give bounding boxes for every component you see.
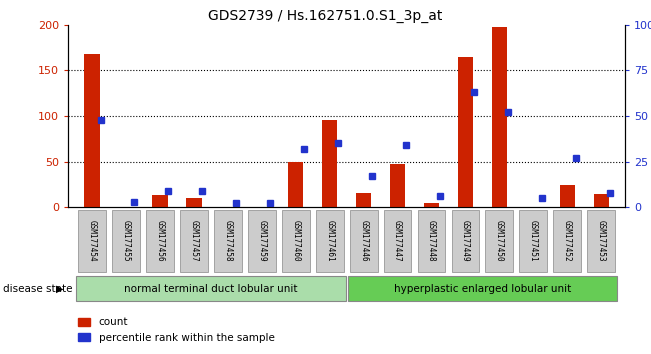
Text: ▶: ▶ (56, 284, 64, 293)
Bar (424, 202, 439, 207)
Text: GSM177460: GSM177460 (291, 220, 300, 262)
Bar (85, 54, 100, 207)
Text: GSM177448: GSM177448 (427, 220, 436, 262)
Text: GSM177449: GSM177449 (461, 220, 470, 262)
FancyBboxPatch shape (112, 210, 140, 272)
FancyBboxPatch shape (452, 210, 479, 272)
FancyBboxPatch shape (348, 276, 618, 301)
FancyBboxPatch shape (350, 210, 378, 272)
Bar (288, 161, 303, 207)
Bar (594, 194, 609, 207)
Text: GSM177450: GSM177450 (495, 220, 504, 262)
Text: GSM177458: GSM177458 (223, 220, 232, 262)
Text: GSM177461: GSM177461 (326, 220, 334, 262)
FancyBboxPatch shape (282, 210, 310, 272)
Legend: count, percentile rank within the sample: count, percentile rank within the sample (74, 313, 279, 347)
FancyBboxPatch shape (180, 210, 208, 272)
Text: GSM177447: GSM177447 (393, 220, 402, 262)
Text: GSM177456: GSM177456 (156, 220, 165, 262)
FancyBboxPatch shape (78, 210, 106, 272)
FancyBboxPatch shape (248, 210, 276, 272)
Bar (322, 120, 337, 207)
FancyBboxPatch shape (383, 210, 411, 272)
Bar (560, 185, 575, 207)
FancyBboxPatch shape (587, 210, 615, 272)
Text: GSM177451: GSM177451 (529, 220, 538, 262)
Text: GSM177446: GSM177446 (359, 220, 368, 262)
Text: GSM177453: GSM177453 (597, 220, 605, 262)
Bar (186, 198, 202, 207)
Text: GSM177452: GSM177452 (562, 220, 572, 262)
Bar (458, 57, 473, 207)
Text: GSM177459: GSM177459 (257, 220, 266, 262)
FancyBboxPatch shape (519, 210, 547, 272)
Bar (390, 164, 405, 207)
FancyBboxPatch shape (417, 210, 445, 272)
Bar (492, 27, 507, 207)
Bar (152, 195, 167, 207)
FancyBboxPatch shape (553, 210, 581, 272)
Bar (356, 193, 371, 207)
Text: disease state: disease state (3, 284, 73, 293)
Text: hyperplastic enlarged lobular unit: hyperplastic enlarged lobular unit (394, 284, 571, 293)
FancyBboxPatch shape (76, 276, 346, 301)
Text: GSM177455: GSM177455 (122, 220, 131, 262)
Text: normal terminal duct lobular unit: normal terminal duct lobular unit (124, 284, 298, 293)
FancyBboxPatch shape (486, 210, 513, 272)
Text: GDS2739 / Hs.162751.0.S1_3p_at: GDS2739 / Hs.162751.0.S1_3p_at (208, 9, 443, 23)
FancyBboxPatch shape (316, 210, 344, 272)
FancyBboxPatch shape (146, 210, 174, 272)
FancyBboxPatch shape (214, 210, 242, 272)
Text: GSM177457: GSM177457 (189, 220, 199, 262)
Text: GSM177454: GSM177454 (88, 220, 96, 262)
